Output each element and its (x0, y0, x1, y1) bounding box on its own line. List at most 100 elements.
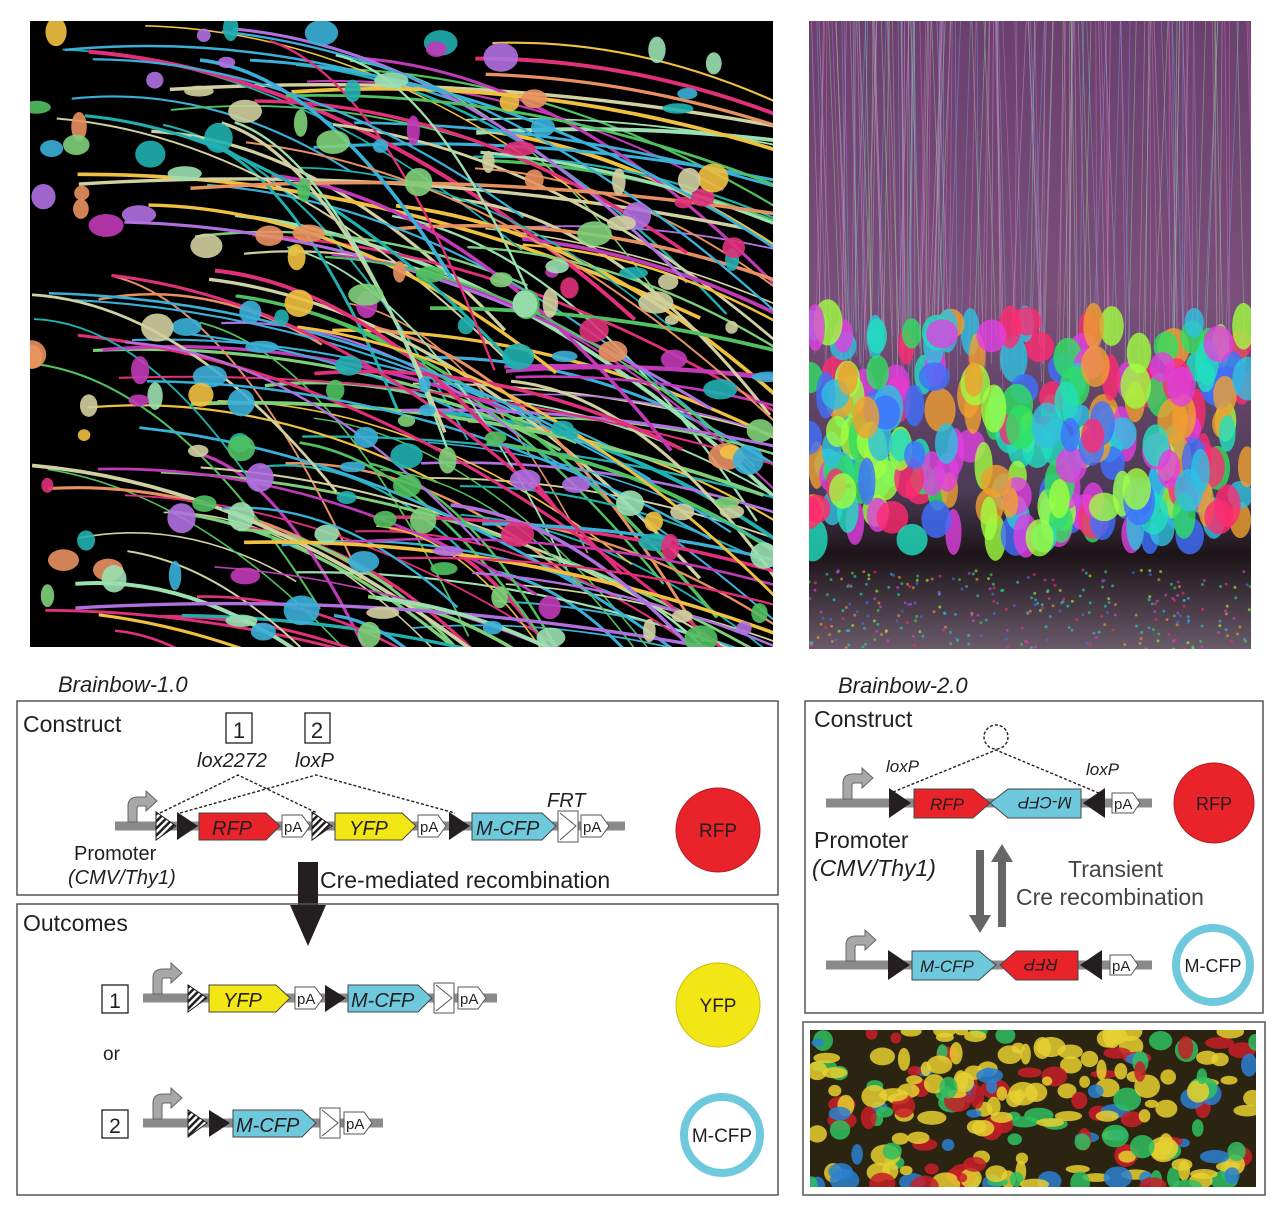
cell-body (561, 476, 591, 493)
speckle (1148, 569, 1152, 573)
cell-body (502, 343, 535, 371)
neurite (111, 273, 624, 576)
dendrite (856, 21, 866, 350)
dendrite (1060, 21, 1075, 390)
speckle (1238, 625, 1242, 629)
speckle (1107, 600, 1111, 604)
speckle (1061, 600, 1065, 604)
cell-body (204, 122, 233, 153)
speckle (900, 609, 904, 613)
speckle (1097, 630, 1101, 634)
neuron-soma (1232, 356, 1251, 401)
speckle (921, 634, 925, 638)
dendrite (1079, 21, 1085, 357)
labeled-cell (905, 1075, 923, 1085)
site2-number-box (304, 712, 331, 744)
speckle (1147, 598, 1151, 602)
cell-body (374, 72, 409, 89)
cell-body (79, 394, 98, 417)
speckle (1138, 642, 1142, 646)
neuron-soma (1122, 468, 1151, 510)
cell-body (168, 560, 182, 591)
speckle (951, 577, 955, 581)
speckle (897, 593, 901, 597)
labeled-cell (963, 1156, 987, 1172)
speckle (1202, 578, 1206, 582)
labeled-cell (1054, 1111, 1083, 1122)
brainbow1-construct-box (16, 700, 779, 896)
pa-label: pA (1114, 796, 1132, 813)
labeled-cell (1120, 1111, 1144, 1128)
neurite (396, 556, 773, 606)
speckle (861, 645, 865, 649)
labeled-cell (1205, 1036, 1235, 1049)
rfp-gene-label: RFP (930, 795, 965, 814)
speckle (810, 641, 814, 645)
speckle (991, 592, 995, 596)
speckle (897, 575, 901, 579)
speckle (1028, 609, 1032, 613)
speckle (864, 582, 868, 586)
cell-body (344, 79, 361, 103)
speckle (1102, 578, 1106, 582)
speckle (1153, 610, 1157, 614)
dendrite (858, 21, 873, 349)
cell-body (500, 521, 535, 547)
cell-body (457, 316, 475, 335)
neurite (75, 601, 716, 647)
speckle (1139, 637, 1143, 641)
neurite (131, 338, 620, 452)
speckle (906, 602, 910, 606)
labeled-cell (1036, 1118, 1065, 1127)
neurite (491, 569, 624, 647)
labeled-cell (985, 1165, 1008, 1183)
dendrite (1153, 21, 1169, 342)
labeled-cell (964, 1030, 987, 1042)
pa-label: pA (420, 819, 438, 836)
dendrite (897, 21, 902, 351)
speckle (938, 574, 942, 578)
labeled-cell (1190, 1168, 1218, 1179)
labeled-cell (1172, 1179, 1202, 1187)
speckle (1001, 588, 1005, 592)
neuron-soma (1055, 446, 1088, 483)
cell-body (230, 567, 261, 585)
speckle (1155, 599, 1159, 603)
cell-body (171, 318, 202, 336)
loxp-left-label: loxP (886, 757, 920, 776)
speckle (1225, 604, 1229, 608)
speckle (967, 642, 971, 646)
neuron-soma (1157, 449, 1181, 489)
labeled-cell (1216, 1030, 1245, 1039)
speckle (1226, 634, 1230, 638)
labeled-cell (941, 1138, 955, 1152)
neurite (355, 530, 696, 647)
speckle (1216, 630, 1220, 634)
dendrite (860, 21, 869, 363)
loxp-site (889, 788, 911, 818)
neurite (317, 67, 773, 207)
labeled-cell (966, 1109, 982, 1118)
recombination-label: Cre recombination (1016, 884, 1204, 910)
dendrite (1068, 21, 1074, 356)
neurite (492, 41, 773, 102)
cell-body (373, 510, 397, 528)
loxp-site (325, 985, 346, 1012)
speckle (862, 626, 866, 630)
speckle (862, 570, 866, 574)
frt-label: FRT (547, 790, 587, 812)
neurite (522, 243, 773, 322)
speckle (1058, 609, 1062, 613)
labeled-cell (1096, 1059, 1107, 1081)
speckle (1186, 621, 1190, 625)
rfp-expression-circle (1173, 762, 1255, 844)
neurite (505, 583, 773, 642)
labeled-cell (1006, 1090, 1023, 1108)
cell-body (146, 71, 164, 89)
labeled-cell (1130, 1135, 1155, 1159)
labeled-cell (900, 1030, 922, 1037)
neurite (369, 462, 558, 647)
dendrite (1246, 21, 1251, 165)
lox2272-site (155, 811, 177, 841)
labeled-cell (1041, 1076, 1053, 1086)
